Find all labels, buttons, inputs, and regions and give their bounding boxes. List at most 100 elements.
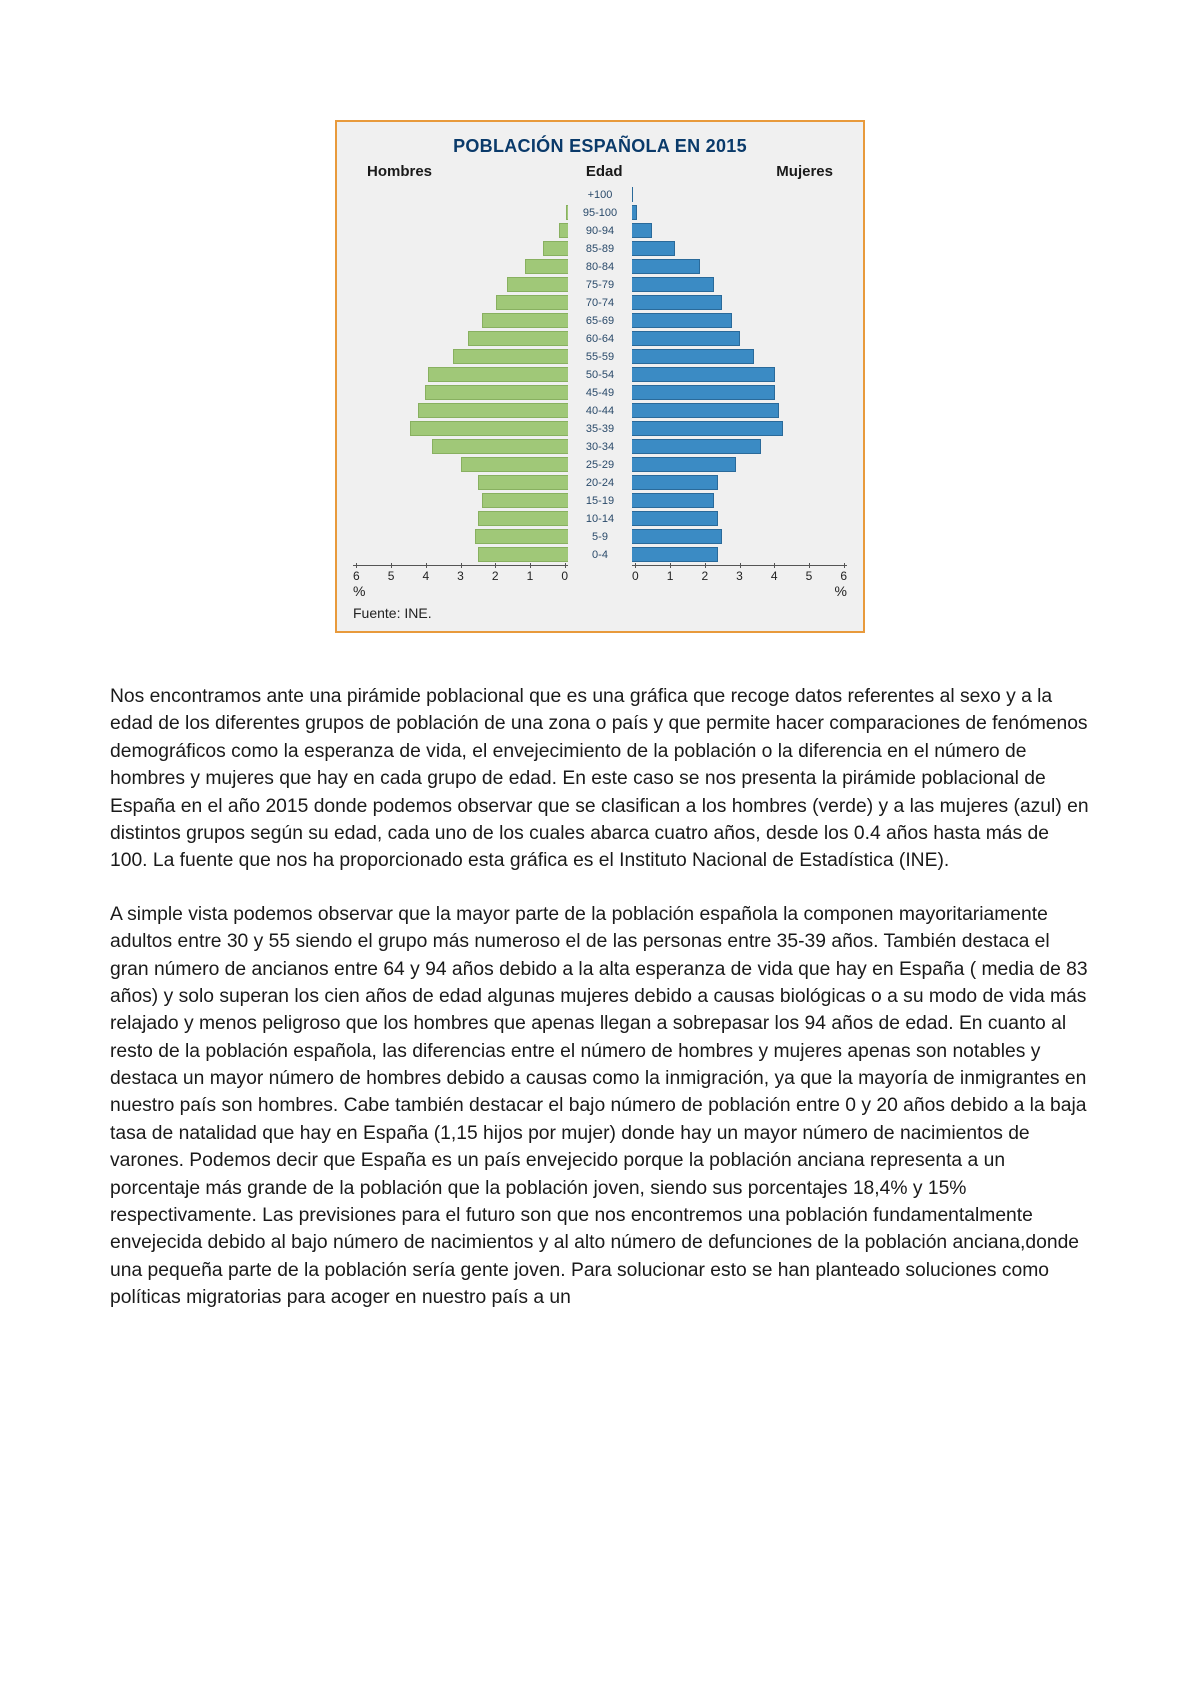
chart-frame: POBLACIÓN ESPAÑOLA EN 2015 Hombres Edad … bbox=[335, 120, 865, 633]
bar-hombres bbox=[468, 331, 568, 346]
pyramid-row: 70-74 bbox=[353, 294, 847, 311]
tick: 1 bbox=[527, 569, 534, 583]
tick: 5 bbox=[806, 569, 813, 583]
tick: 4 bbox=[771, 569, 778, 583]
bar-mujeres bbox=[632, 295, 722, 310]
age-label: 35-39 bbox=[568, 423, 632, 435]
age-label: 15-19 bbox=[568, 495, 632, 507]
pyramid-row: 90-94 bbox=[353, 222, 847, 239]
bar-hombres bbox=[461, 457, 569, 472]
bar-hombres bbox=[418, 403, 569, 418]
chart-header-row: Hombres Edad Mujeres bbox=[353, 163, 847, 180]
bar-hombres bbox=[559, 223, 568, 238]
age-label: 60-64 bbox=[568, 333, 632, 345]
tick: 1 bbox=[667, 569, 674, 583]
bar-hombres bbox=[478, 511, 568, 526]
age-label: 40-44 bbox=[568, 405, 632, 417]
chart-title: POBLACIÓN ESPAÑOLA EN 2015 bbox=[353, 136, 847, 157]
bar-mujeres bbox=[632, 529, 722, 544]
age-label: 65-69 bbox=[568, 315, 632, 327]
pyramid-row: 35-39 bbox=[353, 420, 847, 437]
age-label: 55-59 bbox=[568, 351, 632, 363]
paragraph-2: A simple vista podemos observar que la m… bbox=[110, 901, 1090, 1312]
pyramid-row: 65-69 bbox=[353, 312, 847, 329]
age-label: 95-100 bbox=[568, 207, 632, 219]
bar-hombres bbox=[507, 277, 568, 292]
bar-mujeres bbox=[632, 439, 761, 454]
center-header: Edad bbox=[586, 163, 623, 180]
bar-hombres bbox=[478, 475, 568, 490]
bar-hombres bbox=[453, 349, 568, 364]
pyramid-row: 50-54 bbox=[353, 366, 847, 383]
pct-left: % bbox=[353, 583, 568, 599]
axis-right: 0 1 2 3 4 5 6 bbox=[632, 565, 847, 585]
bar-mujeres bbox=[632, 403, 779, 418]
age-label: 20-24 bbox=[568, 477, 632, 489]
age-label: 45-49 bbox=[568, 387, 632, 399]
pyramid-row: 15-19 bbox=[353, 492, 847, 509]
age-label: 85-89 bbox=[568, 243, 632, 255]
pyramid-row: 95-100 bbox=[353, 204, 847, 221]
bar-hombres bbox=[525, 259, 568, 274]
chart-container: POBLACIÓN ESPAÑOLA EN 2015 Hombres Edad … bbox=[110, 120, 1090, 633]
chart-source: Fuente: INE. bbox=[353, 605, 847, 621]
bar-mujeres bbox=[632, 511, 718, 526]
axis-left: 6543210 bbox=[353, 565, 568, 585]
x-axis: 6 5 4 3 2 1 0 0 1 2 3 4 5 6 bbox=[353, 565, 847, 585]
tick: 3 bbox=[736, 569, 743, 583]
age-label: 0-4 bbox=[568, 549, 632, 561]
bar-mujeres bbox=[632, 385, 775, 400]
bar-mujeres bbox=[632, 475, 718, 490]
bar-mujeres bbox=[632, 277, 714, 292]
bar-mujeres bbox=[632, 547, 718, 562]
pyramid-row: 85-89 bbox=[353, 240, 847, 257]
tick: 2 bbox=[701, 569, 708, 583]
bar-mujeres bbox=[632, 421, 783, 436]
tick: 6 bbox=[353, 569, 360, 583]
bar-hombres bbox=[482, 313, 568, 328]
bar-mujeres bbox=[632, 313, 732, 328]
age-label: 50-54 bbox=[568, 369, 632, 381]
bar-mujeres bbox=[632, 349, 754, 364]
bar-hombres bbox=[410, 421, 568, 436]
bar-mujeres bbox=[632, 187, 633, 202]
bar-mujeres bbox=[632, 367, 775, 382]
right-header: Mujeres bbox=[776, 163, 833, 180]
pyramid-row: 10-14 bbox=[353, 510, 847, 527]
bar-mujeres bbox=[632, 331, 740, 346]
pyramid-row: 40-44 bbox=[353, 402, 847, 419]
bar-mujeres bbox=[632, 493, 714, 508]
pyramid-row: 45-49 bbox=[353, 384, 847, 401]
tick: 0 bbox=[561, 569, 568, 583]
pyramid-row: 0-4 bbox=[353, 546, 847, 563]
tick: 5 bbox=[388, 569, 395, 583]
pyramid-row: 75-79 bbox=[353, 276, 847, 293]
age-label: 5-9 bbox=[568, 531, 632, 543]
age-label: 70-74 bbox=[568, 297, 632, 309]
pyramid-row: 30-34 bbox=[353, 438, 847, 455]
age-label: 30-34 bbox=[568, 441, 632, 453]
tick: 6 bbox=[840, 569, 847, 583]
pct-row: % % bbox=[353, 583, 847, 599]
pyramid-row: 25-29 bbox=[353, 456, 847, 473]
bar-mujeres bbox=[632, 457, 736, 472]
age-label: 10-14 bbox=[568, 513, 632, 525]
age-label: 80-84 bbox=[568, 261, 632, 273]
pyramid-row: 60-64 bbox=[353, 330, 847, 347]
bar-hombres bbox=[482, 493, 568, 508]
age-label: 75-79 bbox=[568, 279, 632, 291]
tick: 0 bbox=[632, 569, 639, 583]
bar-hombres bbox=[543, 241, 568, 256]
bar-mujeres bbox=[632, 259, 700, 274]
pyramid-row: 80-84 bbox=[353, 258, 847, 275]
body-text: Nos encontramos ante una pirámide poblac… bbox=[110, 683, 1090, 1312]
age-label: +100 bbox=[568, 189, 632, 201]
pyramid-row: 55-59 bbox=[353, 348, 847, 365]
bar-hombres bbox=[496, 295, 568, 310]
bar-hombres bbox=[432, 439, 568, 454]
bar-hombres bbox=[478, 547, 568, 562]
bar-mujeres bbox=[632, 223, 652, 238]
bar-hombres bbox=[425, 385, 568, 400]
age-label: 90-94 bbox=[568, 225, 632, 237]
bar-mujeres bbox=[632, 241, 675, 256]
